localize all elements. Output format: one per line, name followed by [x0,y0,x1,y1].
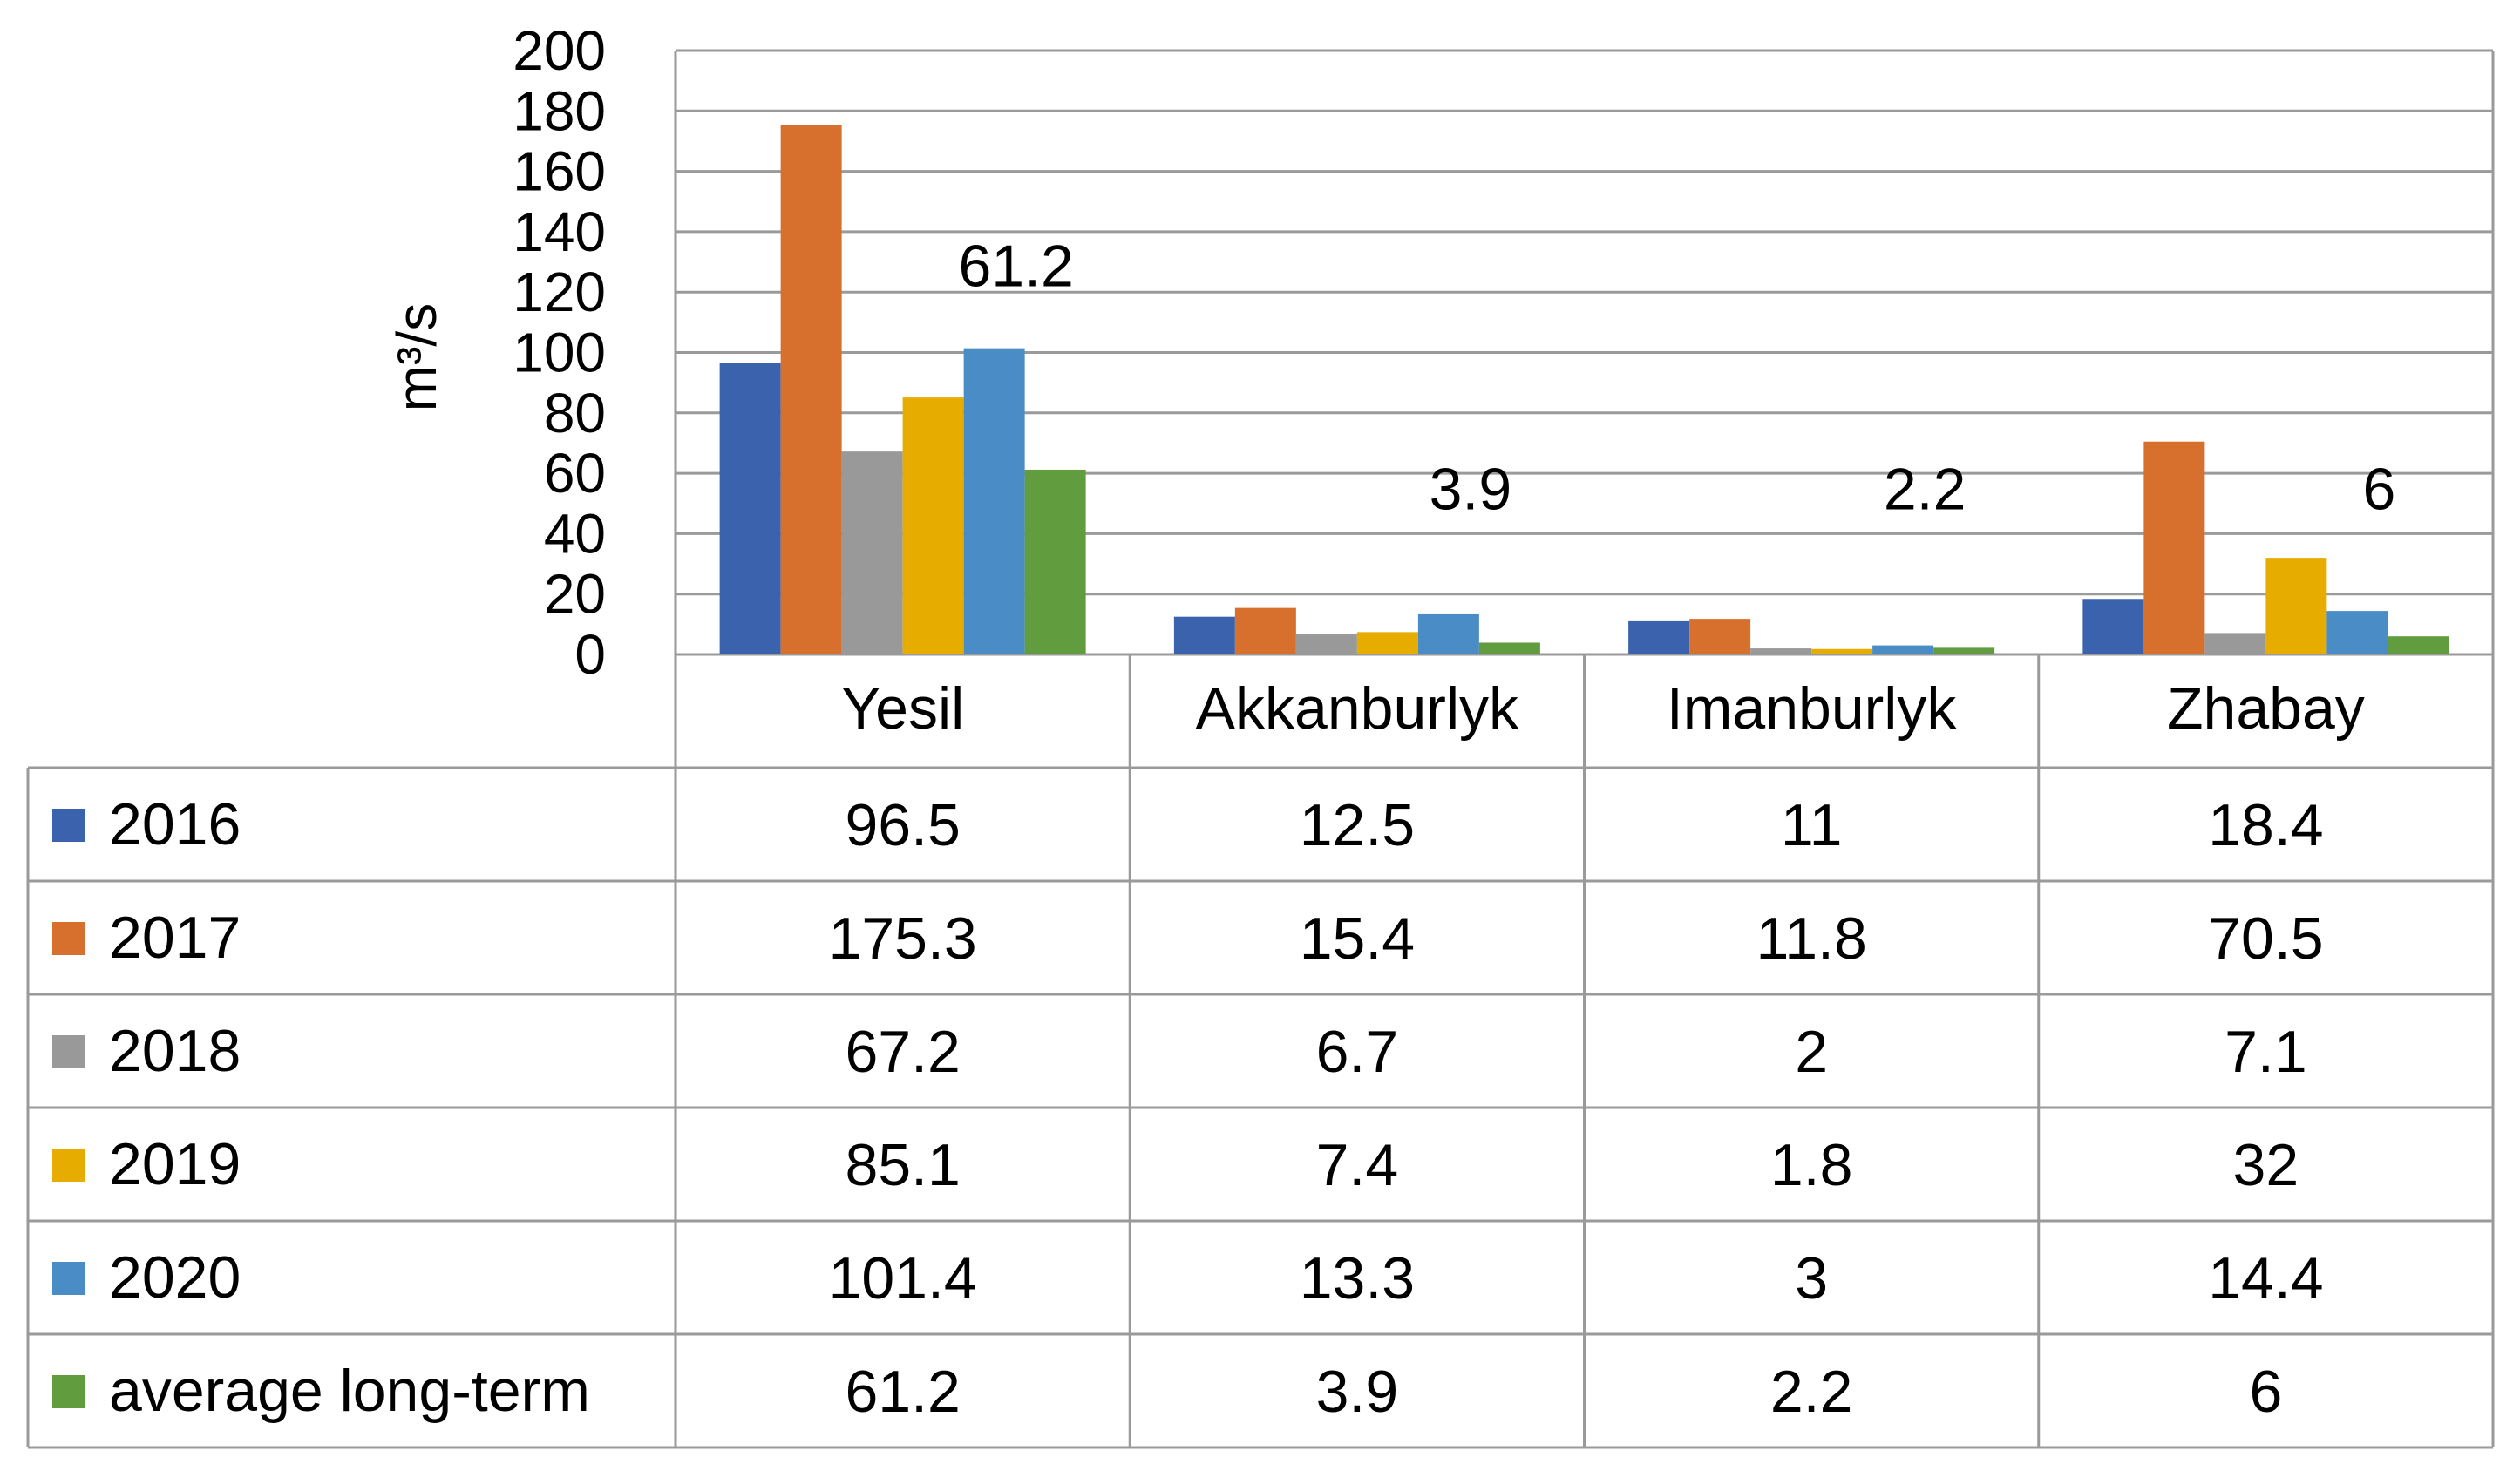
y-tick-label: 200 [513,19,606,82]
data-label-akkanburlyk: 3.9 [1430,457,1512,523]
bar-2016-imanburlyk [1628,620,1690,654]
legend-label: 2018 [109,1018,241,1084]
legend-label: 2020 [109,1244,241,1311]
y-tick-label: 180 [513,79,606,142]
legend-key [52,922,85,955]
bar-2019-imanburlyk [1811,648,1873,654]
table-cell: 3.9 [1316,1359,1399,1425]
category-label: Akkanburlyk [1196,675,1519,742]
table-cell: 1.8 [1770,1132,1853,1198]
table-cell: 6 [2249,1359,2282,1425]
table-cell: 3 [1795,1245,1828,1312]
table-cell: 18.4 [2208,792,2323,858]
bar-average-long-term-imanburlyk [1933,647,1995,654]
legend-key [52,1035,85,1068]
table-cell: 12.5 [1300,792,1415,858]
bar-2018-akkanburlyk [1295,634,1357,654]
table-cell: 175.3 [829,905,977,972]
bar-2019-akkanburlyk [1356,632,1418,654]
bar-2018-yesil [841,451,903,654]
bar-2017-zhabay [2143,441,2205,654]
legend-key [52,809,85,842]
bar-2017-imanburlyk [1689,619,1751,654]
y-tick-label: 20 [544,563,606,626]
table-cell: 2 [1795,1019,1828,1085]
table-cell: 7.4 [1316,1132,1399,1198]
table-cell: 11.8 [1756,905,1866,972]
bar-2020-yesil [963,348,1025,654]
legend-key [52,1149,85,1182]
table-cell: 13.3 [1300,1245,1415,1312]
y-tick-label: 140 [513,200,606,263]
table-cell: 67.2 [845,1019,960,1085]
table-cell: 32 [2233,1132,2299,1198]
table-cell: 7.1 [2225,1019,2307,1085]
y-tick-label: 160 [513,140,606,203]
category-label: Yesil [841,675,964,742]
data-label-yesil: 61.2 [958,233,1073,299]
table-cell: 85.1 [845,1132,960,1198]
bar-2019-zhabay [2265,558,2327,654]
y-axis-label: m³/s [385,303,448,411]
legend-label: 2017 [109,905,241,971]
category-label: Zhabay [2167,675,2365,742]
table-cell: 96.5 [845,792,960,858]
table-cell: 61.2 [845,1359,960,1425]
bar-2017-akkanburlyk [1234,607,1296,654]
table-cell: 70.5 [2208,905,2323,972]
bar-2018-zhabay [2204,633,2266,654]
y-tick-label: 0 [574,623,606,686]
table-cell: 101.4 [829,1245,977,1312]
table-cell: 6.7 [1316,1019,1399,1085]
y-tick-label: 120 [513,261,606,323]
bar-average-long-term-akkanburlyk [1478,642,1540,654]
bar-2016-akkanburlyk [1173,616,1235,654]
legend-key [52,1375,85,1408]
bar-2020-akkanburlyk [1417,613,1479,654]
bars [719,125,2449,654]
bar-2017-yesil [780,125,842,654]
table-cell: 2.2 [1770,1359,1853,1425]
y-tick-label: 100 [513,322,606,384]
data-label-zhabay: 6 [2362,457,2395,523]
legend-key [52,1262,85,1295]
y-tick-label: 40 [544,502,606,565]
category-label: Imanburlyk [1667,675,1958,742]
bar-2020-zhabay [2326,611,2388,654]
y-tick-label: 60 [544,442,606,505]
data-labels: 61.2 3.9 2.2 6 [958,233,2395,522]
bar-2018-imanburlyk [1750,648,1812,654]
bar-2019-yesil [902,397,964,654]
data-label-imanburlyk: 2.2 [1884,457,1966,523]
bar-average-long-term-zhabay [2388,636,2449,654]
table-cell: 15.4 [1300,905,1415,972]
legend-label: average long-term [109,1358,590,1424]
bar-2020-imanburlyk [1872,645,1934,654]
bar-2016-zhabay [2082,599,2144,654]
table-cell: 11 [1781,792,1843,858]
bar-average-long-term-yesil [1024,469,1086,654]
bar-2016-yesil [719,363,781,654]
legend-label: 2019 [109,1131,241,1197]
data-table: Yesil Akkanburlyk Imanburlyk Zhabay 2016 96.5… [26,654,2495,1449]
legend-label: 2016 [109,791,241,858]
table-cell: 14.4 [2208,1245,2323,1312]
y-tick-label: 80 [544,382,606,444]
